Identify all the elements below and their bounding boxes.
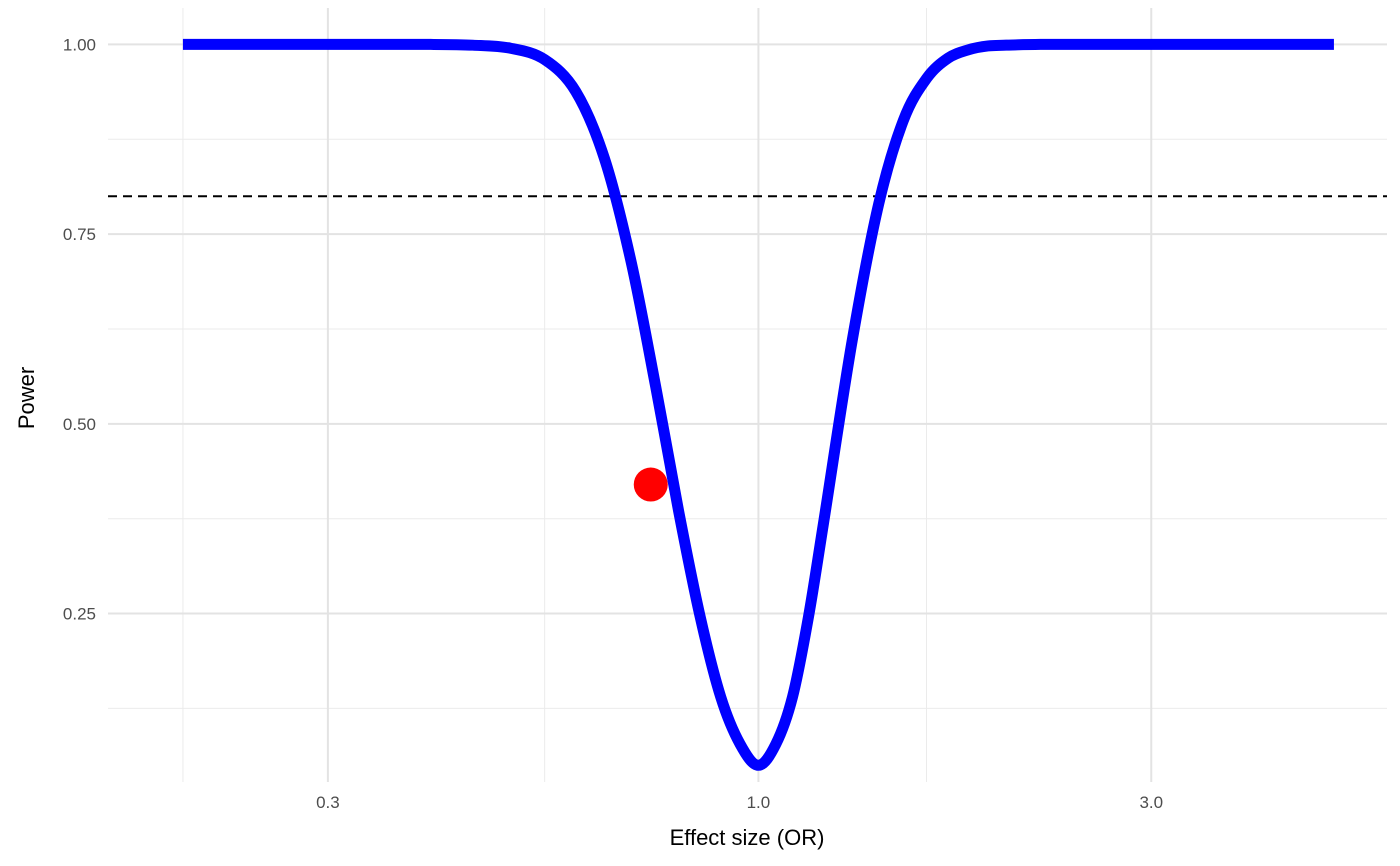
x-tick-label: 1.0	[747, 793, 771, 812]
grid-layer	[108, 8, 1387, 782]
x-tick-label: 3.0	[1139, 793, 1163, 812]
power-curve-line	[182, 38, 1334, 771]
x-axis-title: Effect size (OR)	[670, 825, 825, 850]
series-layer	[182, 38, 1334, 771]
y-tick-label: 1.00	[63, 35, 96, 54]
y-tick-label: 0.50	[63, 415, 96, 434]
highlight-layer	[633, 467, 668, 502]
x-tick-labels: 0.3 1.0 3.0	[316, 793, 1163, 812]
y-tick-label: 0.75	[63, 225, 96, 244]
x-tick-label: 0.3	[316, 793, 340, 812]
y-axis-title: Power	[14, 367, 39, 429]
y-tick-label: 0.25	[63, 605, 96, 624]
highlight-point	[633, 467, 668, 502]
y-tick-labels: 0.25 0.50 0.75 1.00	[63, 35, 96, 623]
